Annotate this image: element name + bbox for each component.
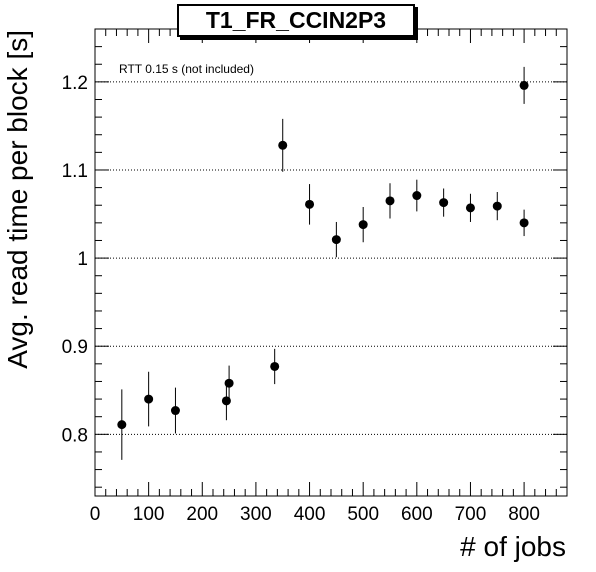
x-tick-label: 800	[508, 504, 540, 525]
chart-title: T1_FR_CCIN2P3	[177, 4, 415, 37]
axis-ticks	[94, 28, 568, 496]
data-points	[117, 66, 529, 460]
data-point	[278, 140, 288, 150]
data-point	[492, 201, 502, 211]
data-point	[331, 235, 341, 245]
x-tick-label: 400	[294, 504, 326, 525]
annotation-text: RTT 0.15 s (not included)	[119, 62, 254, 76]
data-point	[224, 378, 234, 388]
data-point	[117, 420, 127, 430]
data-point	[385, 196, 395, 206]
data-point	[412, 191, 422, 201]
data-point	[519, 218, 529, 228]
data-point	[144, 394, 154, 404]
x-tick-label: 200	[186, 504, 218, 525]
data-point	[439, 198, 449, 208]
x-tick-labels: 0 100 200 300 400 500 600 700 800	[90, 504, 540, 525]
x-tick-label: 300	[240, 504, 272, 525]
grid-lines	[95, 81, 567, 435]
data-point	[519, 80, 529, 90]
x-tick-label: 0	[90, 504, 101, 525]
y-tick-label: 1.1	[62, 161, 88, 182]
x-axis-label: # of jobs	[460, 531, 566, 562]
y-axis-label: Avg. read time per block [s]	[2, 30, 33, 369]
y-tick-label: 0.8	[62, 425, 88, 446]
data-point	[170, 406, 180, 416]
x-tick-label: 700	[455, 504, 487, 525]
data-point	[358, 220, 368, 230]
x-tick-label: 600	[401, 504, 433, 525]
y-tick-label: 1	[77, 249, 88, 270]
plot-frame	[94, 28, 568, 497]
data-point	[305, 199, 315, 209]
y-tick-label: 1.2	[62, 73, 88, 94]
x-tick-label: 100	[133, 504, 165, 525]
x-tick-label: 500	[347, 504, 379, 525]
data-point	[270, 361, 280, 371]
data-point	[465, 203, 475, 213]
y-tick-label: 0.9	[62, 337, 88, 358]
y-tick-labels: 0.8 0.9 1 1.1 1.2	[62, 73, 88, 446]
